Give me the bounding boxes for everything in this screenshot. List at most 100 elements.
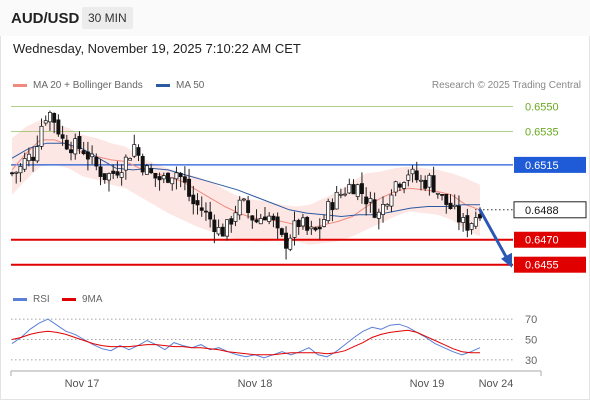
candle xyxy=(153,172,158,187)
candle-body xyxy=(263,216,267,221)
candles xyxy=(10,110,482,260)
candle-body xyxy=(166,172,170,183)
legend-9ma: 9MA xyxy=(62,294,103,305)
candle xyxy=(279,227,284,238)
candle xyxy=(187,168,192,202)
candle xyxy=(376,208,381,230)
candle-body xyxy=(195,200,200,206)
candle xyxy=(144,163,149,175)
ma50-line xyxy=(11,142,480,218)
candle xyxy=(203,202,208,221)
candle-body xyxy=(10,172,14,175)
candle xyxy=(39,118,44,150)
candle-body xyxy=(182,176,187,183)
candle-body xyxy=(115,171,120,176)
candle-body xyxy=(119,172,124,178)
candle-body xyxy=(275,216,280,229)
candle-body xyxy=(456,205,461,223)
candle-body xyxy=(60,134,65,139)
level-label-0.6515: 0.6515 xyxy=(525,160,559,172)
candle-body xyxy=(69,149,73,154)
candle xyxy=(77,131,82,154)
level-lines: 0.6550 0.6535 0.6515 0.6470 0.6455 xyxy=(11,102,586,273)
candle-body xyxy=(94,156,99,167)
candle xyxy=(136,144,141,162)
candle xyxy=(220,223,225,237)
candle xyxy=(178,171,183,188)
candle xyxy=(229,215,234,233)
legend-ma20: MA 20 + Bollinger Bands xyxy=(13,80,143,91)
candle xyxy=(225,219,229,241)
candle xyxy=(128,157,133,161)
candle-body xyxy=(140,156,145,173)
candle xyxy=(473,211,478,230)
candle xyxy=(85,141,90,171)
candle-body xyxy=(410,168,415,175)
candle xyxy=(435,192,440,199)
candle-body xyxy=(56,119,61,135)
candle-body xyxy=(220,226,225,237)
ma9-swatch xyxy=(62,298,76,301)
candle-body xyxy=(81,150,86,155)
candle xyxy=(359,172,364,204)
candle-body xyxy=(309,226,314,230)
candle xyxy=(64,134,69,151)
candle xyxy=(305,215,310,235)
candle-body xyxy=(389,194,394,207)
candle xyxy=(18,163,23,182)
candle-body xyxy=(359,183,364,195)
legend-9ma-label: 9MA xyxy=(82,294,103,305)
candle-body xyxy=(330,202,335,211)
candle-body xyxy=(241,198,246,201)
candle xyxy=(254,209,259,224)
candle-body xyxy=(14,171,19,174)
candle-body xyxy=(35,146,40,162)
candle xyxy=(381,196,385,223)
candle xyxy=(317,218,322,240)
candle xyxy=(216,219,221,236)
candle-body xyxy=(208,211,213,220)
timeframe-badge[interactable]: 30 MIN xyxy=(82,7,133,29)
symbol-title: AUD/USD xyxy=(11,10,80,27)
candle xyxy=(267,212,272,225)
candle-body xyxy=(406,174,411,181)
x-tick-label: Nov 24 xyxy=(479,378,514,390)
candle-body xyxy=(427,174,432,188)
rsi-swatch xyxy=(13,298,27,301)
candle xyxy=(271,213,276,228)
candle-body xyxy=(229,218,234,225)
candle xyxy=(440,194,445,201)
candle-body xyxy=(284,232,289,249)
candle-body xyxy=(381,204,385,215)
candle xyxy=(414,161,419,183)
candle xyxy=(182,166,187,191)
ma50-swatch xyxy=(156,84,170,87)
rsi-series-RSI xyxy=(11,318,481,359)
candle-body xyxy=(178,172,183,178)
candle-body xyxy=(317,226,322,230)
candle-body xyxy=(465,215,470,231)
candle xyxy=(338,188,343,199)
rsi-tick-50: 50 xyxy=(525,335,537,347)
candle-body xyxy=(343,193,348,196)
candle xyxy=(174,166,179,190)
candle xyxy=(10,171,14,177)
candle-body xyxy=(452,204,457,208)
candle-body xyxy=(149,168,154,174)
candle xyxy=(355,183,360,201)
candle-body xyxy=(334,191,339,210)
candle xyxy=(111,164,116,180)
candle-body xyxy=(111,170,116,174)
level-label-0.6455: 0.6455 xyxy=(525,260,559,272)
legend-ma50-label: MA 50 xyxy=(176,80,205,91)
candle-body xyxy=(372,199,377,218)
candle xyxy=(406,169,411,187)
candle xyxy=(364,187,369,216)
candle xyxy=(140,153,145,176)
candle xyxy=(296,218,301,235)
ma20-line xyxy=(11,139,481,229)
forecast-arrow-shaft xyxy=(478,208,508,259)
candle xyxy=(199,196,204,217)
candle-body xyxy=(419,179,423,182)
